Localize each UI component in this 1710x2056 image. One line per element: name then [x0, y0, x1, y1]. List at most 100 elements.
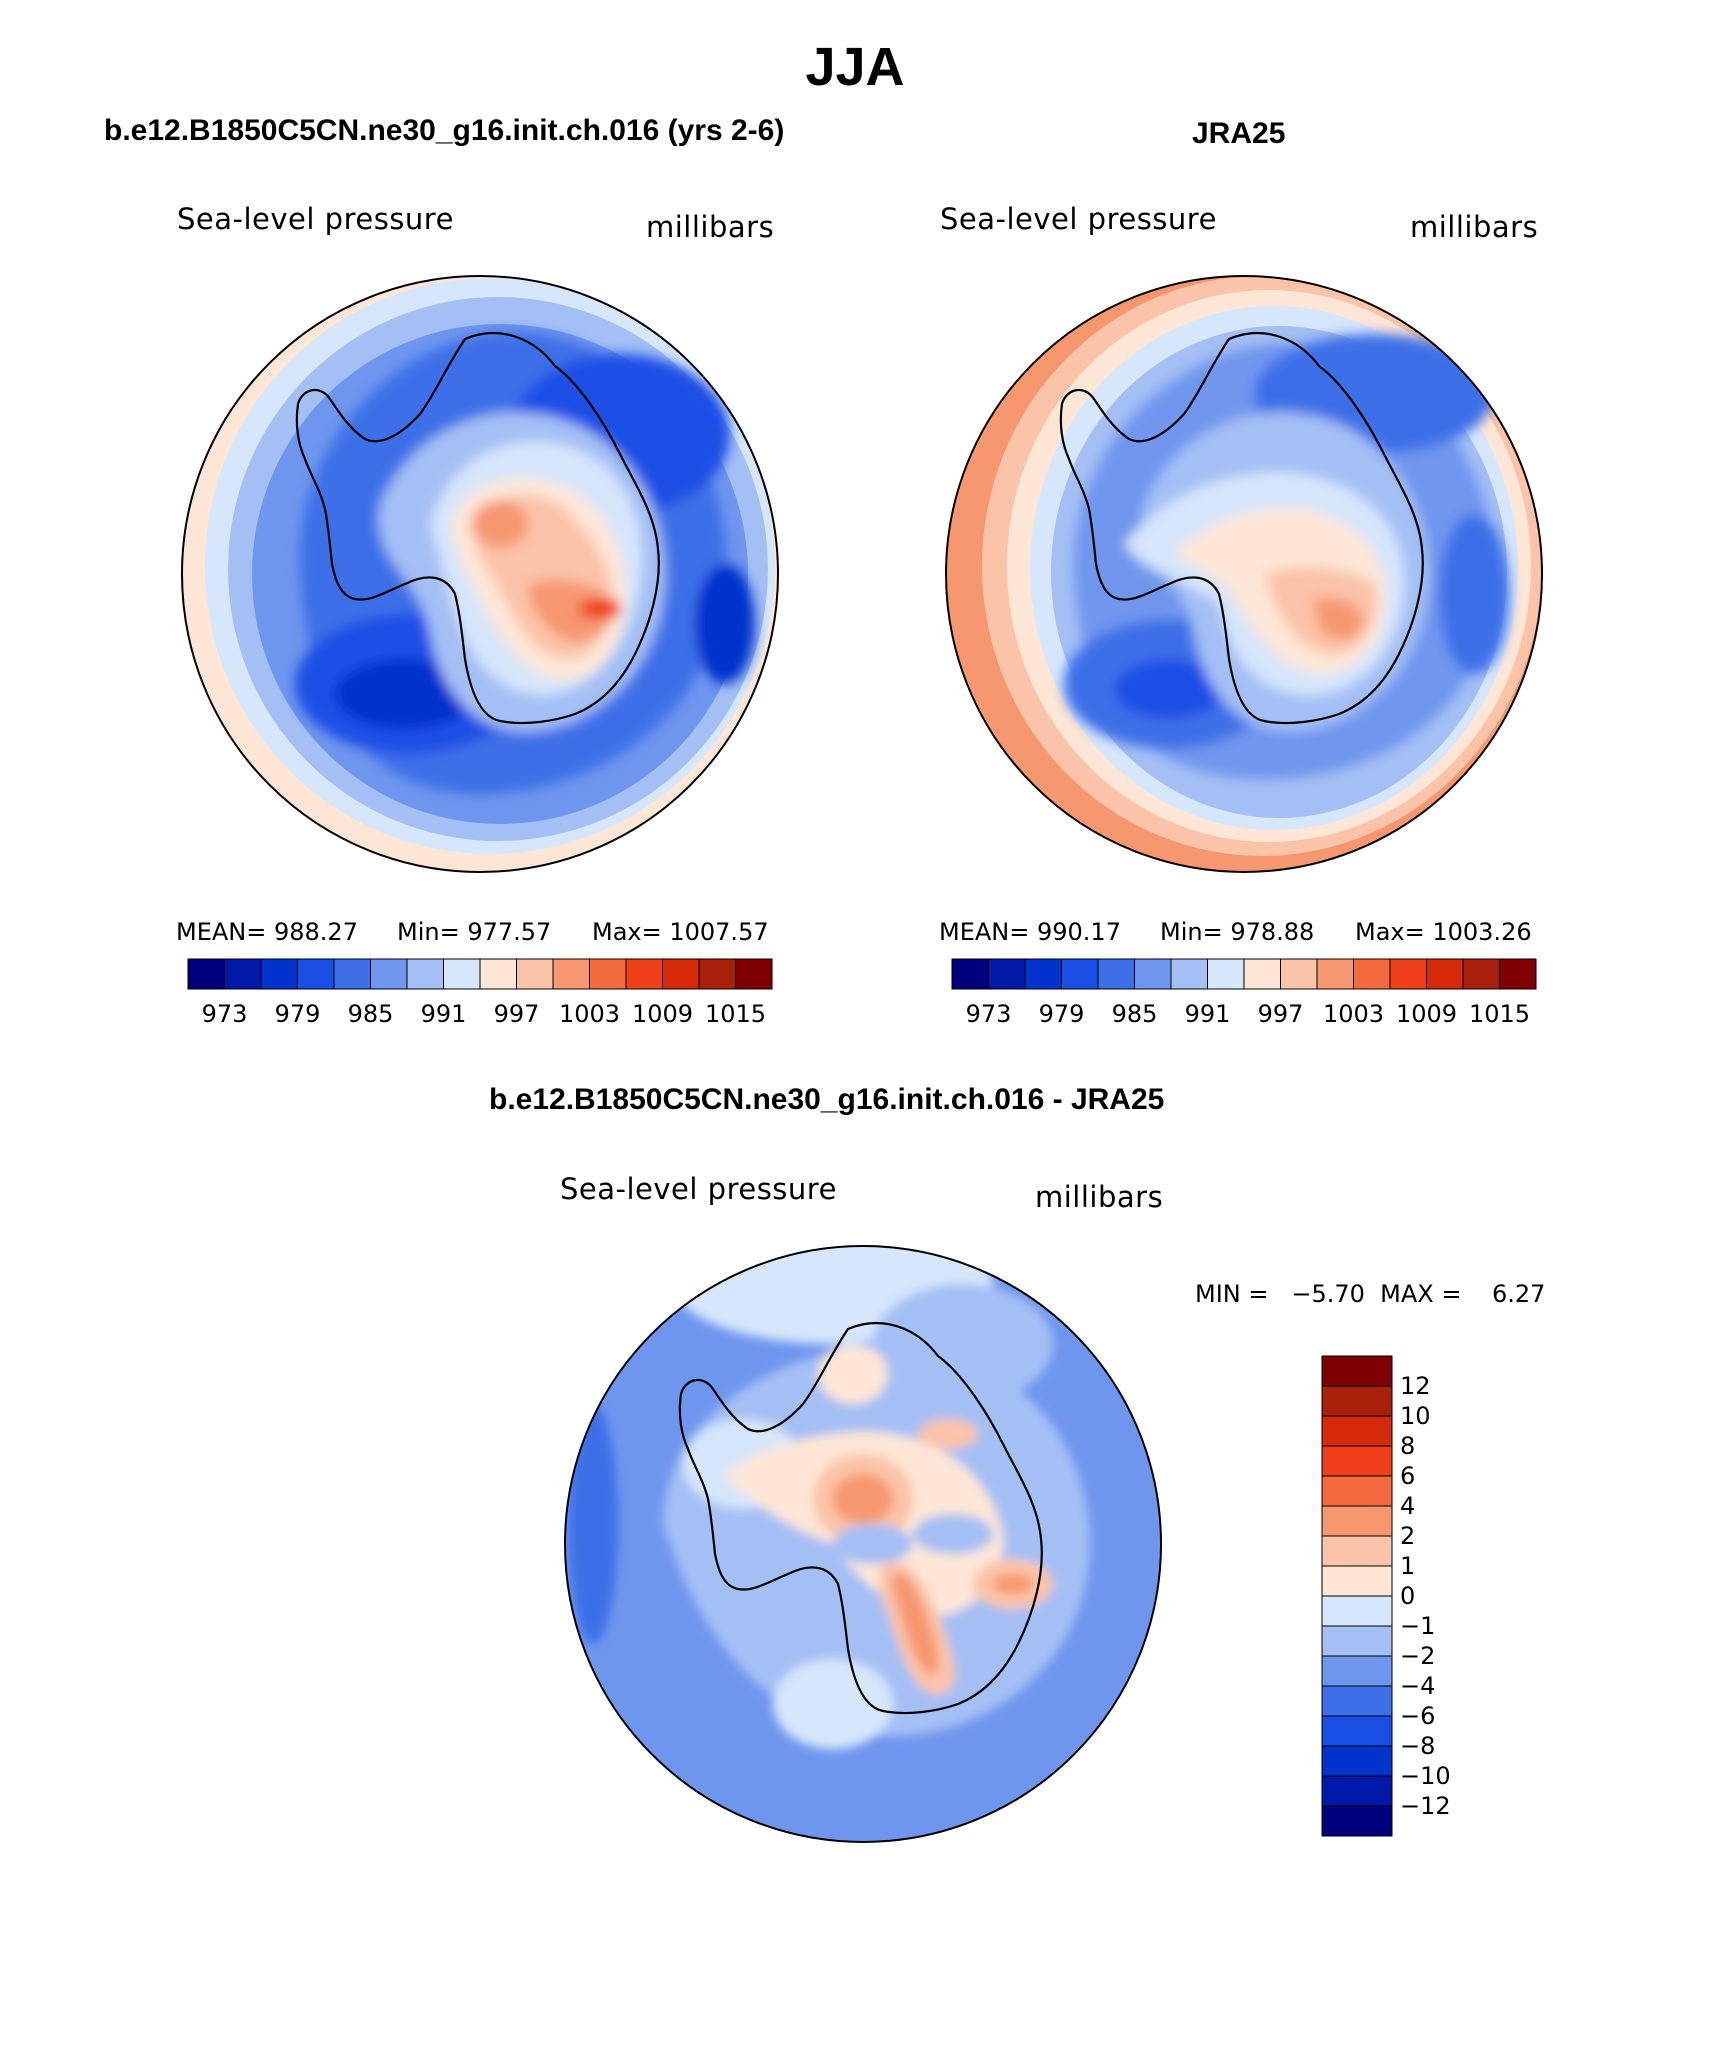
panel1-units-label: millibars	[646, 210, 775, 244]
panel1-high-3a	[472, 500, 528, 548]
panel2-colorbar-swatch	[1097, 958, 1135, 990]
panel3-colorbar-tick-label: 4	[1400, 1492, 1416, 1520]
panel3-pos-east-core	[993, 1574, 1033, 1594]
panel2-colorbar-tick-label: 1009	[1395, 1000, 1458, 1028]
panel3-variable-label: Sea-level pressure	[560, 1172, 837, 1206]
panel3-colorbar-tick-label: −12	[1400, 1792, 1451, 1820]
panel1-colorbar-swatch	[735, 958, 773, 990]
figure-title: JJA	[805, 37, 905, 97]
panel3-colorbar-ticks: 12 10 8 6 4 2 1 0 −1 −2 −4 −6 −8 −10 −12	[1400, 1356, 1480, 1836]
panel3-colorbar-swatch	[1321, 1415, 1393, 1447]
panel3-colorbar-swatch	[1321, 1745, 1393, 1777]
panel2-coastline	[1059, 331, 1424, 725]
panel1-colorbar-swatch	[589, 958, 627, 990]
panel3-colorbar-swatch	[1321, 1625, 1393, 1657]
panel1-high-3b	[529, 580, 620, 643]
panel1-variable-label: Sea-level pressure	[177, 202, 454, 236]
panel2-polar-map	[945, 275, 1543, 873]
panel1-title: b.e12.B1850C5CN.ne30_g16.init.ch.016 (yr…	[104, 114, 785, 147]
panel2-map-border	[945, 275, 1543, 873]
panel1-colorbar-swatch	[662, 958, 700, 990]
panel2-colorbar-swatch	[1499, 958, 1537, 990]
panel1-colorbar-swatch	[187, 958, 225, 990]
panel1-colorbar-swatch	[552, 958, 590, 990]
panel1-colorbar-tick-label: 1015	[704, 1000, 767, 1028]
panel1-colorbar-tick-label: 979	[274, 1000, 321, 1028]
panel2-low-ross-core	[1114, 659, 1224, 719]
panel3-pos-west-core	[833, 1474, 893, 1524]
panel3-colorbar-swatch	[1321, 1445, 1393, 1477]
panel3-strong-neg-west	[568, 1404, 618, 1644]
panel3-pos-ridge-core	[891, 1573, 939, 1674]
panel2-colorbar-swatch	[1207, 958, 1245, 990]
panel1-low-indian	[695, 564, 755, 684]
panel3-map-border	[564, 1245, 1162, 1843]
panel1-colorbar-swatch	[370, 958, 408, 990]
panel1-colorbar-swatch	[406, 958, 444, 990]
panel1-coastline	[295, 331, 660, 725]
panel3-title: b.e12.B1850C5CN.ne30_g16.init.ch.016 - J…	[489, 1083, 1165, 1116]
panel2-colorbar-tick-label: 1015	[1468, 1000, 1531, 1028]
panel1-colorbar-swatch	[479, 958, 517, 990]
panel1-colorbar-swatch	[333, 958, 371, 990]
panel3-colorbar-swatch	[1321, 1385, 1393, 1417]
panel2-colorbar-tick-label: 973	[965, 1000, 1012, 1028]
panel2-mean-stat: MEAN= 990.17	[939, 918, 1121, 946]
panel3-colorbar-swatch	[1321, 1655, 1393, 1687]
panel3-pos-ne	[918, 1419, 978, 1449]
panel3-colorbar-tick-label: 2	[1400, 1522, 1416, 1550]
panel3-polar-map	[564, 1245, 1162, 1843]
panel3-weak-pos-north	[818, 1344, 888, 1404]
panel1-colorbar-swatch	[443, 958, 481, 990]
panel2-title: JRA25	[1192, 117, 1286, 150]
panel3-colorbar-swatch	[1321, 1775, 1393, 1807]
panel2-min-stat: Min= 978.88	[1160, 918, 1315, 946]
panel1-map-border	[181, 275, 779, 873]
panel3-colorbar-tick-label: −4	[1400, 1672, 1436, 1700]
panel2-colorbar-swatch	[1316, 958, 1354, 990]
panel1-colorbar-tick-label: 991	[420, 1000, 467, 1028]
panel1-mean-stat: MEAN= 988.27	[176, 918, 358, 946]
panel2-max-stat: Max= 1003.26	[1355, 918, 1532, 946]
panel1-colorbar-ticks: 973 979 985 991 997 1003 1009 1015	[188, 1000, 772, 1030]
panel2-colorbar-swatch	[1280, 958, 1318, 990]
panel2-colorbar-swatch	[1134, 958, 1172, 990]
panel2-colorbar-swatch	[951, 958, 989, 990]
panel2-colorbar-swatch	[1061, 958, 1099, 990]
panel1-min-stat: Min= 977.57	[397, 918, 552, 946]
panel2-units-label: millibars	[1410, 210, 1539, 244]
panel2-colorbar-tick-label: 997	[1257, 1000, 1304, 1028]
panel2-variable-label: Sea-level pressure	[940, 202, 1217, 236]
panel1-low-ross-core	[335, 659, 475, 729]
panel3-colorbar-swatch	[1321, 1475, 1393, 1507]
panel3-colorbar-swatch	[1321, 1595, 1393, 1627]
panel1-colorbar-tick-label: 1009	[631, 1000, 694, 1028]
panel2-colorbar	[951, 958, 1537, 990]
panel3-weak-neg-south	[773, 1659, 893, 1749]
panel3-colorbar-tick-label: 0	[1400, 1582, 1416, 1610]
panel3-colorbar-tick-label: 8	[1400, 1432, 1416, 1460]
panel1-colorbar-tick-label: 973	[201, 1000, 248, 1028]
panel3-neg-patch-east	[913, 1514, 993, 1554]
panel2-colorbar-tick-label: 1003	[1322, 1000, 1385, 1028]
panel3-neg-patch-center	[833, 1524, 913, 1564]
panel2-colorbar-tick-label: 991	[1184, 1000, 1231, 1028]
panel1-colorbar-swatch	[224, 958, 262, 990]
panel1-high-4	[578, 599, 622, 619]
panel1-colorbar-swatch	[297, 958, 335, 990]
panel3-colorbar-tick-label: 10	[1400, 1402, 1431, 1430]
panel3-units-label: millibars	[1035, 1180, 1164, 1214]
panel1-colorbar	[187, 958, 773, 990]
panel2-colorbar-tick-label: 985	[1111, 1000, 1158, 1028]
panel3-colorbar-swatch	[1321, 1355, 1393, 1387]
panel2-colorbar-swatch	[1170, 958, 1208, 990]
panel3-colorbar-tick-label: 6	[1400, 1462, 1416, 1490]
panel1-colorbar-tick-label: 1003	[558, 1000, 621, 1028]
panel3-colorbar-tick-label: −1	[1400, 1612, 1436, 1640]
panel2-colorbar-swatch	[1243, 958, 1281, 990]
panel1-colorbar-swatch	[260, 958, 298, 990]
panel3-colorbar-swatch	[1321, 1535, 1393, 1567]
panel2-colorbar-swatch	[1024, 958, 1062, 990]
panel2-colorbar-swatch	[1426, 958, 1464, 990]
panel3-colorbar-swatch	[1321, 1805, 1393, 1837]
